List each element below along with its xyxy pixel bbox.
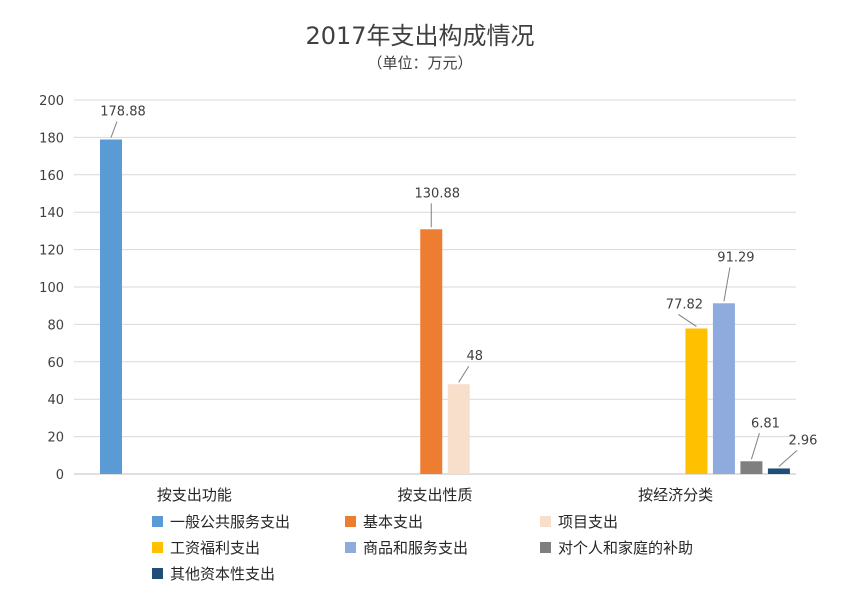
- data-label: 2.96: [788, 433, 817, 448]
- y-tick-label: 120: [39, 244, 64, 259]
- label-leader-lines: [110, 121, 798, 467]
- bar: [740, 461, 763, 474]
- y-tick-label: 0: [56, 468, 64, 483]
- y-tick-label: 60: [47, 356, 64, 371]
- label-leader-line: [678, 314, 697, 327]
- label-leader-line: [778, 450, 798, 467]
- data-label: 91.29: [717, 250, 754, 265]
- label-leader-line: [458, 365, 470, 383]
- data-labels: 178.88 130.88 48 77.82 91.29 6.81 2.96: [100, 104, 817, 448]
- category-label: 按支出功能: [157, 486, 232, 504]
- legend-label: 一般公共服务支出: [170, 513, 290, 531]
- category-label: 按支出性质: [397, 486, 472, 504]
- legend-label: 商品和服务支出: [363, 539, 468, 557]
- y-axis-ticks: 0 20 40 60 80 100 120 140 160 180 200: [39, 94, 64, 483]
- y-tick-label: 200: [39, 94, 64, 109]
- bar: [712, 303, 735, 474]
- bar: [100, 139, 122, 475]
- data-label: 77.82: [666, 297, 703, 312]
- chart-title: 2017年支出构成情况: [305, 22, 534, 50]
- y-tick-label: 180: [39, 131, 64, 146]
- y-tick-label: 80: [47, 318, 64, 333]
- y-tick-label: 160: [39, 169, 64, 184]
- category-labels: 按支出功能 按支出性质 按经济分类: [157, 486, 713, 504]
- data-label: 48: [466, 349, 483, 364]
- legend-label: 其他资本性支出: [170, 565, 275, 583]
- legend-label: 对个人和家庭的补助: [558, 539, 693, 557]
- y-tick-label: 100: [39, 281, 64, 296]
- y-tick-label: 40: [47, 393, 64, 408]
- chart-subtitle: （单位：万元）: [367, 54, 472, 72]
- legend-swatch: [152, 568, 163, 579]
- legend-swatch: [152, 542, 163, 553]
- data-label: 6.81: [751, 416, 780, 431]
- legend-label: 基本支出: [363, 513, 423, 531]
- bar: [685, 328, 708, 474]
- bars: [100, 139, 790, 475]
- bar: [767, 468, 790, 474]
- legend-label: 工资福利支出: [170, 539, 260, 557]
- label-leader-line: [750, 433, 760, 460]
- legend-swatch: [540, 516, 551, 527]
- legend-label: 项目支出: [558, 513, 618, 531]
- category-label: 按经济分类: [638, 486, 713, 504]
- legend-swatch: [345, 542, 356, 553]
- label-leader-line: [110, 121, 118, 138]
- legend-swatch: [345, 516, 356, 527]
- bar: [420, 229, 443, 474]
- legend-swatch: [152, 516, 163, 527]
- bar: [447, 384, 470, 474]
- y-tick-label: 140: [39, 206, 64, 221]
- data-label: 178.88: [100, 104, 146, 119]
- y-tick-label: 20: [47, 431, 64, 446]
- data-label: 130.88: [415, 186, 461, 201]
- legend-swatch: [540, 542, 551, 553]
- label-leader-line: [723, 267, 731, 302]
